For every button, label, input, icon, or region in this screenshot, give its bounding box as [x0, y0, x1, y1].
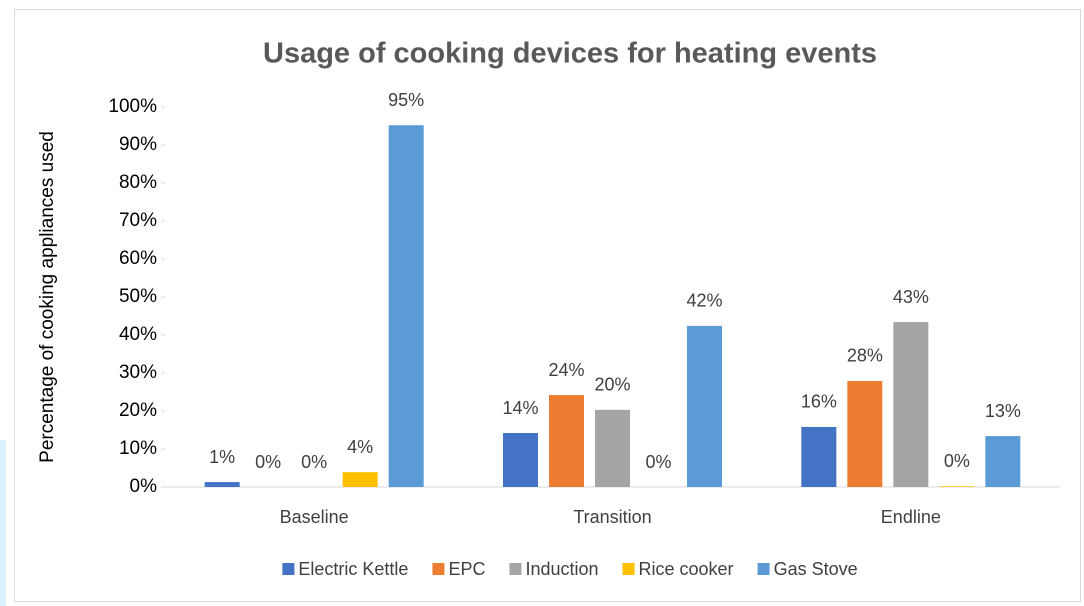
y-tick-label: 100%	[108, 96, 157, 117]
y-tick-label: 20%	[119, 400, 157, 421]
x-tick-label: Endline	[881, 507, 941, 527]
value-label: 14%	[502, 398, 538, 418]
legend-swatch	[757, 563, 770, 575]
y-tick-label: 10%	[119, 438, 157, 459]
bar	[388, 125, 424, 488]
chart-title: Usage of cooking devices for heating eve…	[263, 38, 877, 70]
value-label: 4%	[347, 437, 373, 457]
value-label: 28%	[847, 346, 883, 366]
value-label: 42%	[686, 291, 722, 311]
bar	[985, 436, 1021, 487]
y-tick-label: 50%	[119, 286, 157, 307]
value-label: 20%	[594, 375, 630, 395]
legend-label: Induction	[525, 559, 598, 579]
value-label: 1%	[209, 447, 235, 467]
bar	[893, 322, 929, 487]
legend-label: Rice cooker	[639, 559, 734, 579]
y-axis-label: Percentage of cooking appliances used	[37, 131, 58, 463]
value-label: 16%	[801, 392, 837, 412]
legend-label: Electric Kettle	[298, 559, 408, 579]
x-tick-label: Baseline	[280, 507, 349, 527]
bar	[847, 380, 883, 487]
x-tick-label: Transition	[573, 507, 651, 527]
value-label: 0%	[944, 451, 970, 471]
y-tick-label: 60%	[119, 248, 157, 269]
value-label: 95%	[388, 90, 424, 110]
value-label: 0%	[301, 452, 327, 472]
legend-swatch	[509, 563, 522, 575]
legend-label: Gas Stove	[774, 559, 858, 579]
bar	[687, 325, 722, 487]
bar	[939, 486, 975, 487]
y-tick-label: 90%	[119, 134, 157, 155]
legend-label: EPC	[448, 559, 485, 579]
legend-swatch	[432, 563, 445, 575]
value-label: 13%	[985, 401, 1021, 421]
legend-swatch	[282, 563, 295, 575]
value-label: 0%	[645, 452, 671, 472]
bar	[204, 482, 240, 487]
y-tick-label: 0%	[130, 476, 158, 497]
bar	[549, 395, 584, 487]
chart-border	[14, 9, 1081, 602]
value-label: 0%	[255, 452, 281, 472]
y-tick-label: 70%	[119, 210, 157, 231]
value-label: 24%	[548, 360, 584, 380]
legend-swatch	[622, 563, 635, 575]
y-tick-label: 80%	[119, 172, 157, 193]
y-tick-label: 30%	[119, 362, 157, 383]
y-tick-label: 40%	[119, 324, 157, 345]
edge-decoration	[0, 440, 6, 606]
bar	[801, 426, 837, 487]
bar	[503, 433, 538, 487]
bar	[595, 409, 630, 487]
value-label: 43%	[893, 287, 929, 307]
bar	[342, 472, 378, 487]
